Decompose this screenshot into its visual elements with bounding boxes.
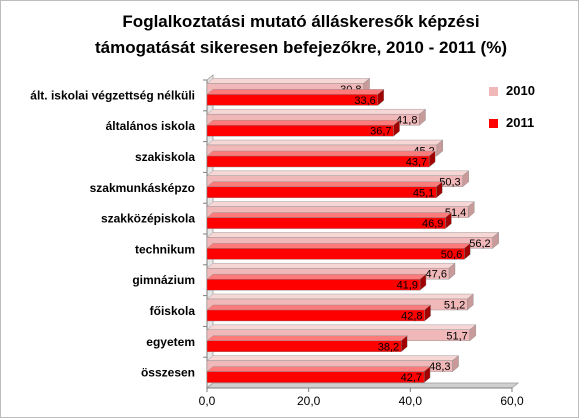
chart-title-line-1: Foglalkoztatási mutató álláskeresők képz… [122, 12, 480, 31]
bar-top-face [206, 212, 452, 218]
bar-top-face [206, 243, 471, 249]
data-label: 51,7 [446, 330, 467, 342]
data-label: 36,7 [370, 126, 391, 138]
x-tick-label: 40,0 [399, 394, 423, 408]
data-label: 46,9 [422, 218, 443, 230]
bar-top-face [206, 201, 475, 207]
bar-top-face [206, 355, 460, 361]
category-label: szakiskola [135, 150, 195, 164]
bar-2011 [206, 186, 437, 199]
bar-top-face [206, 119, 401, 126]
bar-2011 [206, 94, 379, 106]
data-label: 45,1 [413, 187, 434, 199]
plot-floor [205, 382, 520, 389]
x-tick-label: 20,0 [297, 394, 321, 408]
x-tick-label: 0,0 [199, 394, 216, 408]
bar-top-face [206, 108, 427, 115]
bar-2011 [206, 309, 425, 322]
legend-label-2010: 2010 [506, 83, 535, 98]
category-label: általános iskola [106, 119, 196, 133]
bar-2011 [206, 217, 446, 229]
data-label: 42,8 [401, 311, 422, 323]
bar-top-face [206, 324, 477, 330]
bar-2011 [206, 279, 421, 291]
bar-2011 [206, 155, 430, 168]
legend-label-2011: 2011 [506, 115, 535, 130]
bar-top-face [206, 150, 436, 157]
bar-top-face [206, 78, 371, 84]
bar-2011 [206, 340, 402, 352]
bar-top-face [206, 232, 500, 238]
data-label: 56,2 [469, 238, 490, 250]
bar-top-face [206, 263, 456, 269]
category-label: összesen [141, 366, 195, 380]
bar-top-face [206, 170, 470, 177]
category-label: technikum [135, 242, 195, 256]
category-label: ált. iskolai végzettség nélküli [30, 88, 195, 102]
bar-top-face [206, 335, 408, 341]
data-label: 42,7 [401, 372, 422, 384]
data-label: 48,3 [429, 361, 450, 373]
data-label: 38,2 [378, 341, 399, 353]
data-label: 41,8 [396, 115, 417, 127]
bar-2011 [206, 124, 394, 137]
bar-2011 [206, 371, 425, 383]
bar-top-face [206, 89, 385, 95]
bar-top-face [206, 274, 427, 280]
data-label: 50,3 [439, 176, 460, 188]
bar-top-face [206, 293, 474, 300]
x-tick-label: 60,0 [500, 394, 524, 408]
data-label: 51,2 [444, 300, 465, 312]
bar-top-face [206, 304, 432, 311]
legend-swatch-2010 [489, 87, 498, 96]
legend-swatch-2011 [489, 119, 498, 128]
data-label: 41,9 [397, 280, 418, 292]
category-label: főiskola [150, 304, 196, 318]
category-label: gimnázium [132, 273, 195, 287]
data-label: 43,7 [406, 157, 427, 169]
chart-title-line-2: támogatását sikeresen befejezőkre, 2010 … [95, 38, 507, 57]
category-label: szakközépiskola [101, 212, 195, 226]
chart-title: Foglalkoztatási mutató álláskeresők képz… [41, 9, 561, 61]
bar-top-face [206, 139, 444, 146]
data-label: 50,6 [441, 249, 462, 261]
bar-top-face [206, 366, 431, 372]
category-label: egyetem [146, 335, 195, 349]
bar-top-face [206, 181, 443, 188]
data-label: 33,6 [354, 95, 375, 107]
bar-2011 [206, 248, 465, 260]
data-label: 47,6 [426, 269, 447, 281]
category-label: szakmunkásképzo [90, 181, 195, 195]
